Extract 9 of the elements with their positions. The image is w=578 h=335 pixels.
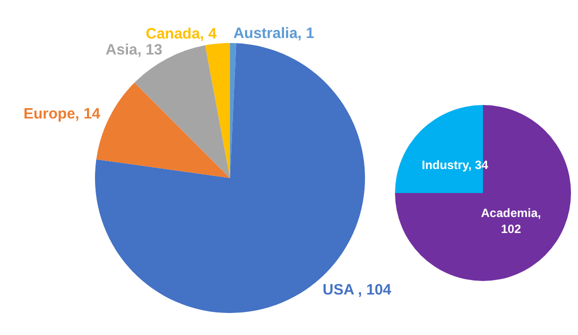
data-label: USA , 104 <box>322 282 392 299</box>
pie-slice <box>395 105 571 281</box>
pie-slice <box>205 43 230 178</box>
data-label: Canada, 4 <box>146 26 218 43</box>
data-label: Academia, 102 <box>480 206 542 236</box>
data-label: Europe, 14 <box>24 105 101 122</box>
data-label: Australia, 1 <box>233 25 314 42</box>
data-label: Industry, 34 <box>422 158 489 172</box>
data-label: Asia, 13 <box>106 42 162 59</box>
